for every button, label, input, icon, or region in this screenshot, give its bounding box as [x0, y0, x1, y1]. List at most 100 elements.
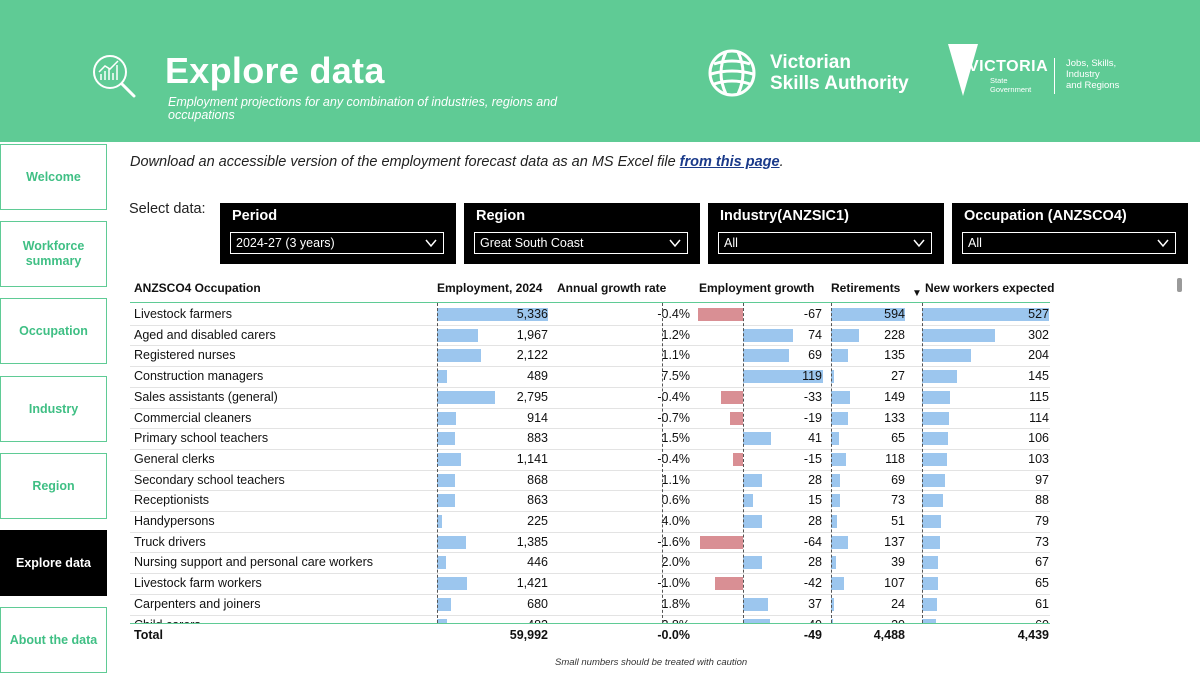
table-row-divider — [130, 490, 1050, 492]
employment-growth-cell: 28 — [808, 555, 822, 570]
employment-bar — [437, 515, 442, 528]
employment-bar — [437, 577, 467, 591]
occupation-filter-title: Occupation (ANZSCO4) — [964, 208, 1127, 224]
employment-bar — [437, 349, 482, 363]
nav-welcome-button[interactable]: Welcome — [0, 144, 107, 210]
col-header-occupation[interactable]: ANZSCO4 Occupation — [134, 281, 261, 295]
col-header-retirements[interactable]: Retirements — [831, 281, 901, 295]
occupation-dropdown-value: All — [968, 236, 982, 250]
new-workers-cell: 106 — [1028, 431, 1049, 446]
employment-bar — [437, 432, 456, 446]
employment-growth-bar — [699, 535, 743, 549]
retirements-bar — [831, 452, 846, 466]
col-header-employment-growth[interactable]: Employment growth — [699, 281, 815, 295]
occupation-cell: Receptionists — [134, 493, 210, 508]
employment-bar — [437, 308, 548, 321]
industry-dropdown[interactable]: All — [718, 232, 932, 254]
table-row-divider — [130, 469, 1050, 471]
chevron-down-icon — [669, 239, 681, 248]
occupation-cell: General clerks — [134, 451, 215, 466]
employment-cell: 1,421 — [516, 576, 548, 591]
vsa-logo-text: Victorian Skills Authority — [770, 52, 909, 94]
employment-growth-cell: 37 — [808, 596, 822, 611]
occupation-cell: Carpenters and joiners — [134, 596, 261, 611]
new-workers-cell: 67 — [1035, 555, 1049, 570]
table-row-divider — [130, 407, 1050, 409]
employment-cell: 1,967 — [516, 327, 548, 342]
total-employment-growth: -49 — [803, 628, 822, 642]
industry-dropdown-value: All — [724, 236, 738, 250]
employment-bar — [437, 556, 447, 570]
nav-about-the-data-button[interactable]: About the data — [0, 607, 107, 673]
employment-bar — [437, 473, 456, 487]
table-row-divider — [130, 428, 1050, 430]
col-header-employment[interactable]: Employment, 2024 — [437, 281, 543, 295]
new-workers-bar — [922, 432, 948, 446]
retirements-cell: 24 — [891, 596, 905, 611]
table-row-divider — [130, 552, 1050, 554]
nav-region-button[interactable]: Region — [0, 453, 107, 519]
retirements-cell: 149 — [884, 389, 905, 404]
growth-rate-cell: -0.4% — [657, 389, 690, 404]
retirements-bar — [831, 535, 849, 549]
sort-descending-icon[interactable]: ▼ — [912, 288, 922, 299]
employment-bar — [437, 494, 455, 508]
employment-growth-bar — [697, 308, 743, 321]
retirements-bar — [831, 577, 845, 591]
new-workers-bar — [922, 494, 944, 508]
region-filter-title: Region — [476, 208, 526, 224]
occupation-cell: Construction managers — [134, 369, 264, 384]
employment-growth-cell: 41 — [808, 431, 822, 446]
new-workers-cell: 61 — [1035, 596, 1049, 611]
employment-cell: 482 — [437, 618, 548, 624]
employment-bar — [437, 535, 466, 549]
page-title: Explore data — [165, 50, 385, 91]
occupation-dropdown[interactable]: All — [962, 232, 1176, 254]
new-workers-axis — [922, 303, 923, 623]
victoria-triangle-logo-icon — [948, 44, 978, 96]
region-filter: Region Great South Coast — [464, 203, 700, 264]
col-header-growth-rate[interactable]: Annual growth rate — [557, 281, 667, 295]
download-note: Download an accessible version of the em… — [130, 154, 784, 170]
chevron-down-icon — [425, 239, 437, 248]
nav-industry-button[interactable]: Industry — [0, 376, 107, 442]
employment-growth-cell: -15 — [803, 451, 822, 466]
new-workers-cell: 73 — [1035, 534, 1049, 549]
nav-explore-data-button[interactable]: Explore data — [0, 530, 107, 596]
download-link[interactable]: from this page — [679, 154, 780, 170]
new-workers-bar — [922, 452, 947, 466]
employment-growth-cell: 74 — [808, 327, 822, 342]
growth-rate-cell: 1.1% — [661, 348, 691, 363]
table-row-divider — [130, 448, 1050, 450]
employment-axis — [437, 303, 438, 623]
table-scrollbar-thumb[interactable] — [1177, 278, 1182, 292]
employment-growth-bar — [714, 577, 743, 591]
growth-rate-cell: 1.8% — [661, 596, 691, 611]
period-dropdown[interactable]: 2024-27 (3 years) — [230, 232, 444, 254]
occupation-cell: Nursing support and personal care worker… — [134, 555, 374, 570]
occupation-cell: Secondary school teachers — [134, 472, 285, 487]
growth-rate-cell: 1.1% — [661, 472, 691, 487]
table-row-divider — [130, 593, 1050, 595]
new-workers-bar — [922, 535, 940, 549]
page-header: Explore data Employment projections for … — [0, 0, 1200, 142]
employment-cell: 5,336 — [516, 307, 548, 321]
employment-growth-bar — [743, 349, 790, 363]
occupation-filter: Occupation (ANZSCO4) All — [952, 203, 1188, 264]
nav-occupation-button[interactable]: Occupation — [0, 298, 107, 364]
employment-growth-bar — [743, 515, 762, 528]
retirements-bar — [831, 411, 848, 425]
new-workers-cell: 527 — [1028, 307, 1049, 321]
occupation-cell: Registered nurses — [134, 348, 236, 363]
industry-filter-title: Industry(ANZSIC1) — [720, 208, 849, 224]
industry-filter: Industry(ANZSIC1) All — [708, 203, 944, 264]
region-dropdown[interactable]: Great South Coast — [474, 232, 688, 254]
table-row-divider — [130, 511, 1050, 512]
col-header-new-workers[interactable]: New workers expected — [925, 281, 1055, 295]
table-row-divider — [130, 324, 1050, 326]
growth-rate-cell: 1.2% — [661, 327, 691, 342]
retirements-cell: 27 — [891, 369, 905, 384]
nav-workforce-summary-button[interactable]: Workforce summary — [0, 221, 107, 287]
total-growth-rate: -0.0% — [657, 628, 690, 642]
vsa-globe-logo-icon — [708, 49, 756, 97]
